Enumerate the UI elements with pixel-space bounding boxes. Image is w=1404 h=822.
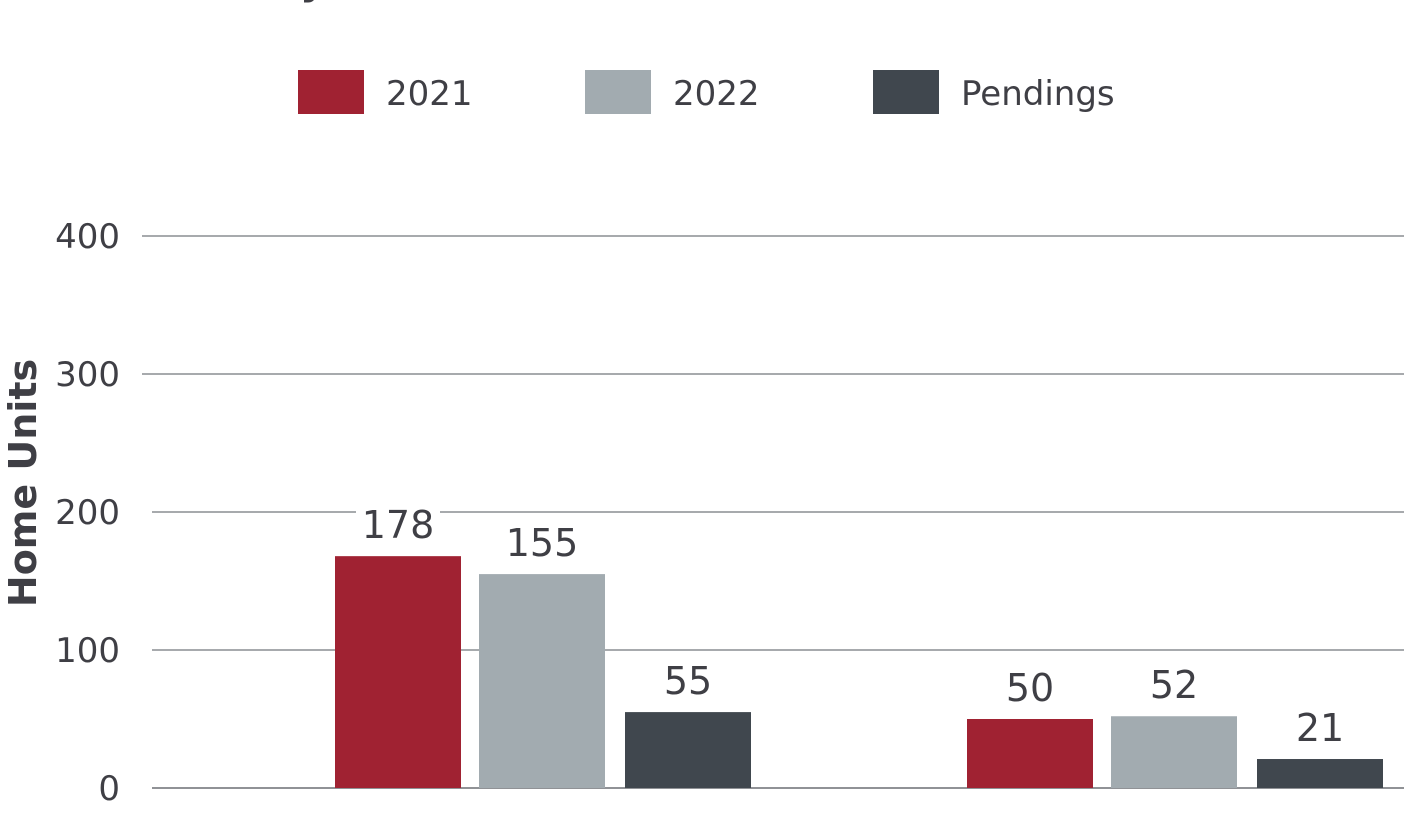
- legend-swatch-2022: [585, 70, 651, 114]
- legend: 2021 2022 Pendings: [298, 70, 1115, 114]
- y-axis-ticks: 0 100 200 300 400: [55, 217, 120, 809]
- value-label-2022-1: 52: [1150, 663, 1198, 707]
- legend-swatch-pendings: [873, 70, 939, 114]
- value-label-pendings-0: 55: [664, 659, 712, 703]
- value-label-2022-0: 155: [506, 521, 579, 565]
- bar-2021-0: [335, 556, 461, 788]
- value-label-2021-1: 50: [1006, 666, 1054, 710]
- value-label-bg-2022-0: [500, 520, 584, 565]
- value-label-bg-2021-0: [356, 502, 440, 547]
- y-tick-label-100: 100: [55, 631, 120, 671]
- y-tick-label-400: 400: [55, 217, 120, 257]
- y-tick-label-0: 0: [98, 769, 120, 809]
- y-tick-label-200: 200: [55, 493, 120, 533]
- legend-swatch-2021: [298, 70, 364, 114]
- bar-pendings-0: [625, 712, 751, 788]
- value-label-pendings-1: 21: [1296, 706, 1344, 750]
- bar-pendings-1: [1257, 759, 1383, 788]
- value-label-bg-pendings-0: [646, 658, 730, 703]
- chart-title-fragment: y: [300, 0, 326, 4]
- value-label-2021-0: 178: [362, 503, 435, 547]
- y-tick-label-300: 300: [55, 355, 120, 395]
- legend-label-2021: 2021: [386, 74, 473, 114]
- value-label-bg-pendings-1: [1278, 705, 1362, 750]
- bar-2022-0: [479, 574, 605, 788]
- legend-label-pendings: Pendings: [961, 74, 1115, 114]
- value-label-bg-2022-1: [1132, 662, 1216, 707]
- value-label-bg-2021-1: [988, 665, 1072, 709]
- bars: [335, 556, 1383, 788]
- legend-label-2022: 2022: [673, 74, 760, 114]
- bar-2021-1: [967, 719, 1093, 788]
- value-labels: 178 50 155 52 55 21: [356, 502, 1362, 750]
- y-axis-label: Home Units: [1, 359, 45, 607]
- bar-2022-1: [1111, 716, 1237, 788]
